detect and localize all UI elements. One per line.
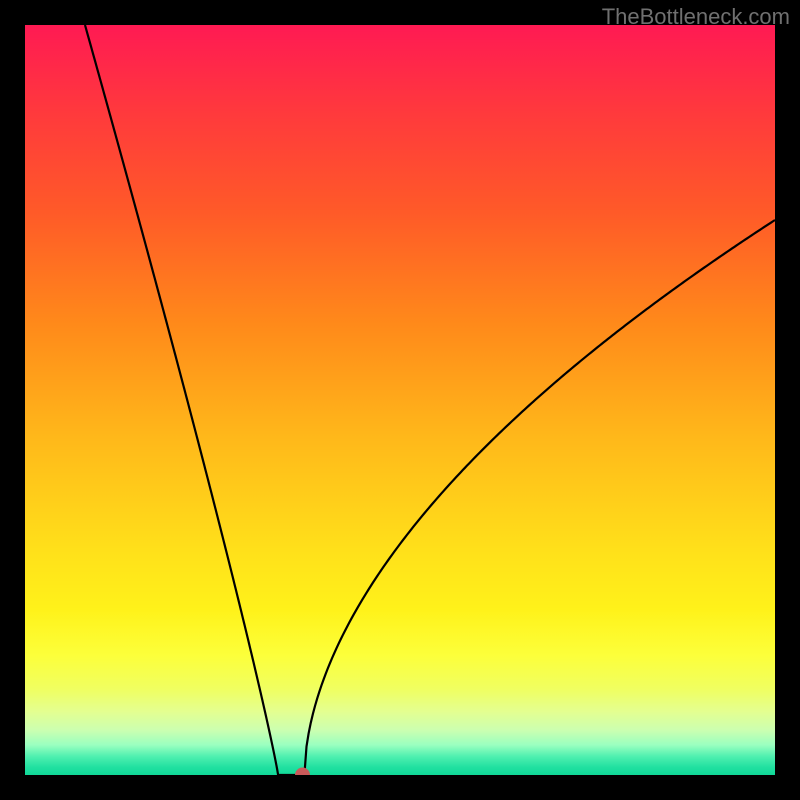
chart-frame: TheBottleneck.com [0, 0, 800, 800]
watermark-text: TheBottleneck.com [602, 4, 790, 30]
chart-svg [25, 25, 775, 775]
gradient-background [25, 25, 775, 775]
plot-area [25, 25, 775, 775]
